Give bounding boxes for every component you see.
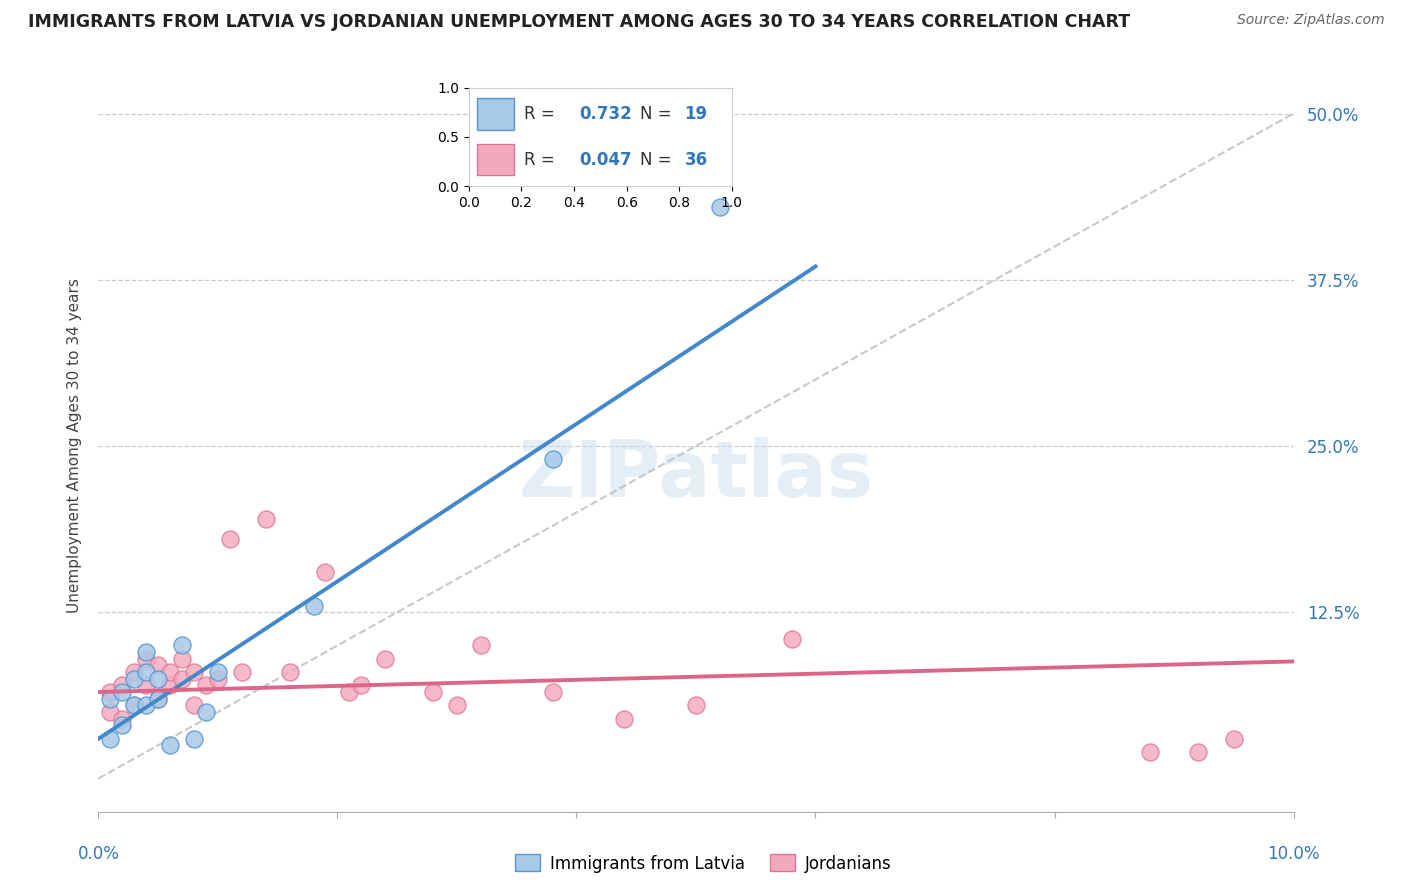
Point [541, 685, 564, 699]
Point [207, 665, 229, 679]
Point [135, 652, 157, 666]
Point [207, 672, 229, 686]
Point [183, 665, 205, 679]
Point [124, 665, 146, 679]
Point [315, 566, 337, 580]
Point [422, 685, 444, 699]
Point [194, 705, 218, 719]
Point [709, 200, 731, 214]
Point [111, 712, 134, 726]
Point [124, 698, 146, 713]
Point [111, 718, 134, 732]
Point [278, 665, 301, 679]
Point [1187, 745, 1209, 759]
Point [183, 731, 205, 746]
Point [124, 672, 146, 686]
Point [470, 639, 492, 653]
Point [111, 685, 134, 699]
Point [98, 691, 122, 706]
Point [172, 639, 194, 653]
Text: IMMIGRANTS FROM LATVIA VS JORDANIAN UNEMPLOYMENT AMONG AGES 30 TO 34 YEARS CORRE: IMMIGRANTS FROM LATVIA VS JORDANIAN UNEM… [28, 13, 1130, 31]
Point [1139, 745, 1161, 759]
Point [98, 731, 122, 746]
Point [541, 452, 564, 467]
Point [135, 698, 157, 713]
Point [135, 645, 157, 659]
Point [302, 599, 325, 613]
Point [98, 685, 122, 699]
Point [194, 678, 218, 692]
Point [613, 712, 636, 726]
Point [159, 665, 181, 679]
Text: Source: ZipAtlas.com: Source: ZipAtlas.com [1237, 13, 1385, 28]
Text: 0.0%: 0.0% [77, 845, 120, 863]
Point [148, 672, 170, 686]
Y-axis label: Unemployment Among Ages 30 to 34 years: Unemployment Among Ages 30 to 34 years [66, 278, 82, 614]
Point [350, 678, 373, 692]
Point [98, 705, 122, 719]
Legend: Immigrants from Latvia, Jordanians: Immigrants from Latvia, Jordanians [508, 847, 898, 880]
Point [219, 532, 242, 546]
Point [172, 672, 194, 686]
Point [159, 738, 181, 752]
Point [148, 691, 170, 706]
Point [135, 665, 157, 679]
Point [685, 698, 707, 713]
Point [231, 665, 253, 679]
Point [339, 685, 360, 699]
Point [1223, 731, 1246, 746]
Point [111, 678, 134, 692]
Point [135, 678, 157, 692]
Point [183, 698, 205, 713]
Point [254, 512, 277, 526]
Point [172, 652, 194, 666]
Point [374, 652, 396, 666]
Point [446, 698, 468, 713]
Point [159, 678, 181, 692]
Point [780, 632, 803, 646]
Point [148, 658, 170, 673]
Point [148, 691, 170, 706]
Text: 10.0%: 10.0% [1267, 845, 1320, 863]
Point [124, 698, 146, 713]
Text: ZIPatlas: ZIPatlas [519, 437, 873, 513]
